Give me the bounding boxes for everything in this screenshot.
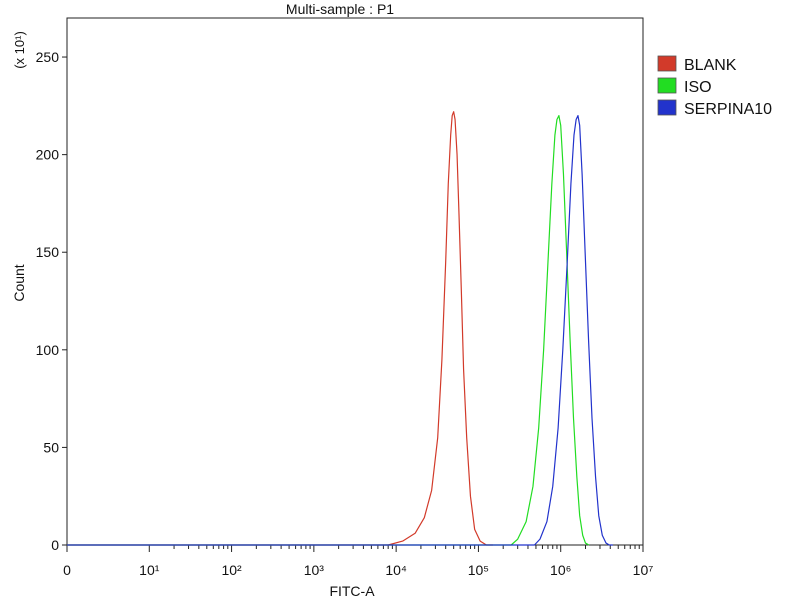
- x-axis-ticks: 0 10¹ 10² 10³ 10⁴ 10⁵ 10⁶ 10⁷: [63, 545, 653, 578]
- x-tick-label: 10¹: [139, 562, 160, 578]
- x-tick-label: 0: [63, 562, 71, 578]
- legend-label-blank: BLANK: [684, 57, 737, 74]
- y-tick-label: 250: [36, 49, 60, 65]
- y-tick-label: 200: [36, 147, 60, 163]
- legend-swatch-blank: [657, 55, 677, 72]
- x-tick-label: 10⁵: [468, 562, 489, 578]
- series-line-serpina10: [67, 114, 613, 546]
- x-tick-label: 10²: [221, 562, 242, 578]
- y-tick-label: 0: [51, 537, 59, 553]
- x-tick-label: 10³: [304, 562, 325, 578]
- y-tick-label: 100: [36, 342, 60, 358]
- legend-swatch-serpina10: [657, 99, 677, 116]
- y-axis-ticks: 0 50 100 150 200 250: [36, 49, 67, 553]
- x-tick-label: 10⁶: [550, 562, 571, 578]
- x-tick-label: 10⁴: [385, 562, 407, 578]
- series-layer: [67, 111, 613, 546]
- plot-frame: [66, 17, 644, 546]
- y-multiplier-label: (x 10¹): [12, 31, 27, 69]
- series-line-iso: [67, 114, 590, 546]
- x-tick-label: 10⁷: [633, 562, 654, 578]
- chart-title: Multi-sample : P1: [286, 1, 394, 17]
- y-tick-label: 50: [43, 439, 59, 455]
- x-axis-label: FITC-A: [329, 583, 375, 599]
- legend-swatch-iso: [657, 77, 677, 94]
- legend-label-iso: ISO: [684, 79, 712, 96]
- legend-label-serpina10: SERPINA10: [684, 101, 772, 118]
- plot-area: [66, 17, 644, 546]
- legend: BLANK ISO SERPINA10: [657, 55, 772, 118]
- series-line-blank: [67, 111, 493, 546]
- y-axis-label: Count: [11, 264, 27, 301]
- y-tick-label: 150: [36, 244, 60, 260]
